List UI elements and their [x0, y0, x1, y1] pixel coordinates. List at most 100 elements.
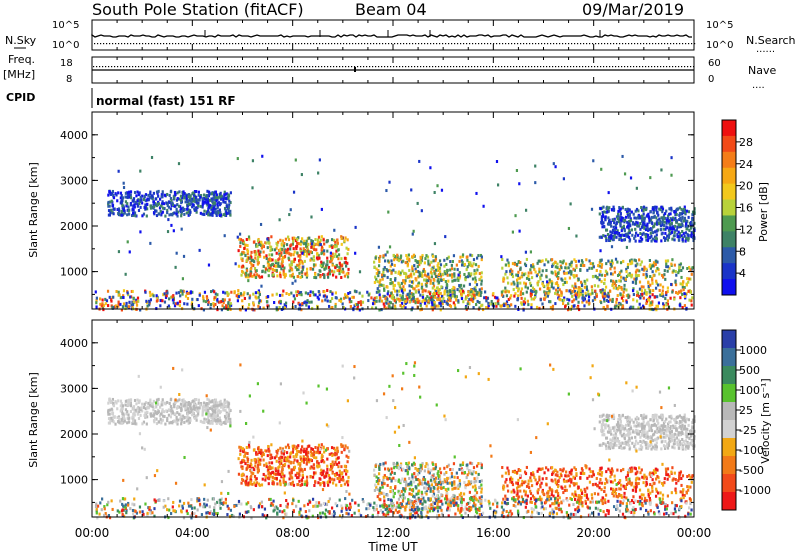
power-cell [591, 292, 593, 295]
velocity-cell [225, 401, 227, 404]
power-cell [224, 234, 226, 237]
power-cell [130, 196, 132, 199]
velocity-cell [123, 417, 125, 420]
velocity-cell [270, 443, 272, 446]
nave-dot [465, 66, 466, 67]
velocity-cell [326, 465, 328, 468]
velocity-cell [220, 403, 222, 406]
power-cell [378, 264, 380, 267]
velocity-cell [248, 443, 250, 446]
power-cell [422, 270, 424, 273]
power-cell [439, 270, 441, 273]
power-cell [625, 208, 627, 211]
power-cell [238, 249, 240, 252]
power-cell [622, 305, 624, 308]
power-cell [687, 234, 689, 237]
power-cell [509, 270, 511, 273]
search-noise-dot [166, 43, 167, 44]
power-cell [439, 302, 441, 305]
power-cell [162, 207, 164, 210]
power-cell [630, 306, 632, 309]
power-cell [265, 242, 267, 245]
search-noise-dot [316, 43, 317, 44]
nave-dot [684, 66, 685, 67]
power-cell [668, 207, 670, 210]
power-cell [617, 232, 619, 235]
nave-dot [618, 66, 619, 67]
power-cell [651, 282, 653, 285]
power-cell [628, 236, 630, 239]
power-cell [149, 294, 151, 297]
power-cell [313, 263, 315, 266]
power-cell [359, 292, 361, 295]
power-cell [187, 195, 189, 198]
power-cell [218, 196, 220, 199]
power-cell [424, 302, 426, 305]
search-noise-dot [442, 43, 443, 44]
nave-dot [642, 66, 643, 67]
power-cell [269, 249, 271, 252]
power-cell [267, 295, 269, 298]
nave-dot [390, 66, 391, 67]
search-noise-dot [550, 43, 551, 44]
search-noise-dot [352, 43, 353, 44]
power-cell [634, 228, 636, 231]
velocity-cell [117, 420, 119, 423]
power-cell [335, 291, 337, 294]
power-cell [583, 304, 585, 307]
power-cell [649, 259, 651, 262]
power-cell [116, 199, 118, 202]
power-cell [449, 260, 451, 263]
nave-dot [612, 66, 613, 67]
power-cell [123, 209, 125, 212]
search-noise-dot [373, 43, 374, 44]
nave-dot [135, 66, 136, 67]
power-cell [156, 191, 158, 194]
power-cell [227, 197, 229, 200]
power-cell [641, 215, 643, 218]
power-cell [453, 268, 455, 271]
nave-dot [312, 66, 313, 67]
nave-dot [303, 66, 304, 67]
colorbar-segment [722, 279, 736, 295]
velocity-cell [111, 408, 113, 411]
velocity-cell [262, 478, 264, 481]
power-cell [674, 225, 676, 228]
search-noise-dot [574, 43, 575, 44]
velocity-cell [112, 412, 114, 415]
power-cell [466, 296, 468, 299]
power-cell [290, 208, 292, 211]
search-noise-dot [691, 43, 692, 44]
search-noise-dot [496, 43, 497, 44]
search-noise-dot [529, 43, 530, 44]
power-cell [617, 274, 619, 277]
power-cell [115, 290, 117, 293]
search-noise-dot [319, 43, 320, 44]
power-cell [285, 250, 287, 253]
velocity-cell [247, 458, 249, 461]
power-cell [294, 251, 296, 254]
power-cell [301, 271, 303, 274]
power-cell [506, 294, 508, 297]
power-cell [663, 217, 665, 220]
power-cell [267, 264, 269, 267]
nave-dot [156, 66, 157, 67]
power-cell [639, 303, 641, 306]
velocity-cell [164, 402, 166, 405]
power-cell [127, 291, 129, 294]
power-cell [425, 254, 427, 257]
nave-dot [606, 66, 607, 67]
power-cell [525, 282, 527, 285]
power-cell [162, 190, 164, 193]
power-cell [132, 303, 134, 306]
nave-dot [540, 66, 541, 67]
power-cell [443, 290, 445, 293]
power-cell [617, 210, 619, 213]
power-cell [427, 260, 429, 263]
search-noise-dot [187, 43, 188, 44]
power-cell [153, 205, 155, 208]
nave-dot [321, 66, 322, 67]
power-cell [398, 270, 400, 273]
power-cell [676, 213, 678, 216]
power-cell [591, 285, 593, 288]
